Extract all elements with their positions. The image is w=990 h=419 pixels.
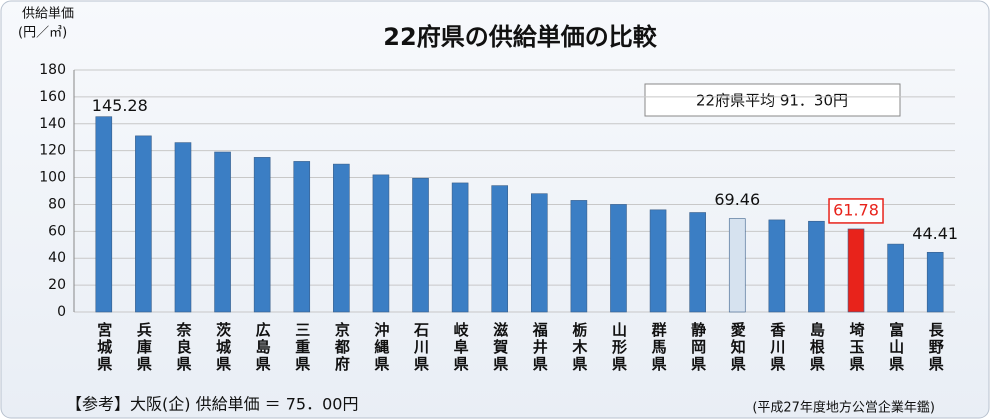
x-tick-label: 長野県 [927,322,945,373]
bar [847,228,865,313]
value-label: 44.41 [912,224,958,243]
bar [887,243,904,313]
x-tick-label: 島根県 [808,321,826,373]
annotation: 22府県平均 91．30円 [696,92,848,110]
y-tick-label: 60 [48,223,66,239]
bar [214,151,231,313]
y-tick-label: 100 [39,170,66,186]
bar [768,219,786,313]
x-tick-label: 茨城県 [214,322,232,373]
bar [728,218,746,313]
x-tick-label: 栃木県 [570,321,588,373]
bar [689,212,706,313]
y-tick-label: 0 [57,304,66,320]
bar [372,174,390,313]
x-tick-label: 岐阜県 [452,321,470,373]
bar [610,204,627,313]
bar [649,209,667,313]
value-label: 61.78 [833,200,879,219]
y-tick-label: 180 [39,62,66,78]
y-tick-label: 40 [48,250,66,266]
y-tick-label: 80 [48,196,66,212]
bar [451,182,469,313]
x-tick-label: 福井県 [531,321,549,373]
bar [530,193,548,313]
x-tick-label: 沖縄県 [372,321,390,373]
x-tick-label: 群馬県 [650,321,668,373]
x-tick-label: 京都府 [333,321,351,373]
annotation-box [644,83,901,117]
bar [293,161,311,313]
x-tick-label: 静岡県 [689,321,707,373]
y-tick-label: 20 [48,277,66,293]
bar [491,185,509,313]
x-tick-label: 宮城県 [95,321,113,373]
x-tick-label: 香川県 [768,321,786,373]
x-tick-label: 富山県 [887,321,905,373]
y-tick-label: 160 [39,89,66,105]
x-tick-label: 広島県 [254,321,272,373]
y-label: 供給単価 [22,6,74,22]
x-tick-label: 埼玉県 [848,322,866,373]
x-tick-label: 山形県 [610,322,628,373]
x-tick-label: 奈良県 [174,321,192,373]
bar [253,157,271,313]
value-label: 145.28 [92,96,148,115]
value-label: 69.46 [714,190,760,209]
note: 【参考】大阪(企) 供給単価 ＝ 75．00円 [66,395,358,414]
y-tick-label: 140 [39,116,66,132]
bar [926,251,944,313]
bar [570,200,588,313]
bar [412,177,429,313]
x-tick-label: 滋賀県 [491,321,509,373]
y-tick-label: 120 [39,143,66,159]
y-unit: (円／㎥) [18,26,67,41]
bar [95,116,113,313]
x-tick-label: 石川県 [412,322,430,373]
chart-title: 22府県の供給単価の比較 [383,23,657,51]
bar [135,135,152,313]
source: (平成27年度地方公営企業年鑑) [752,400,935,416]
x-tick-label: 愛知県 [729,321,747,373]
bar [174,142,192,313]
value-label-box [828,198,884,224]
bar [333,163,350,313]
x-tick-label: 三重県 [293,322,311,373]
bar [808,220,825,313]
x-tick-label: 兵庫県 [135,321,153,373]
